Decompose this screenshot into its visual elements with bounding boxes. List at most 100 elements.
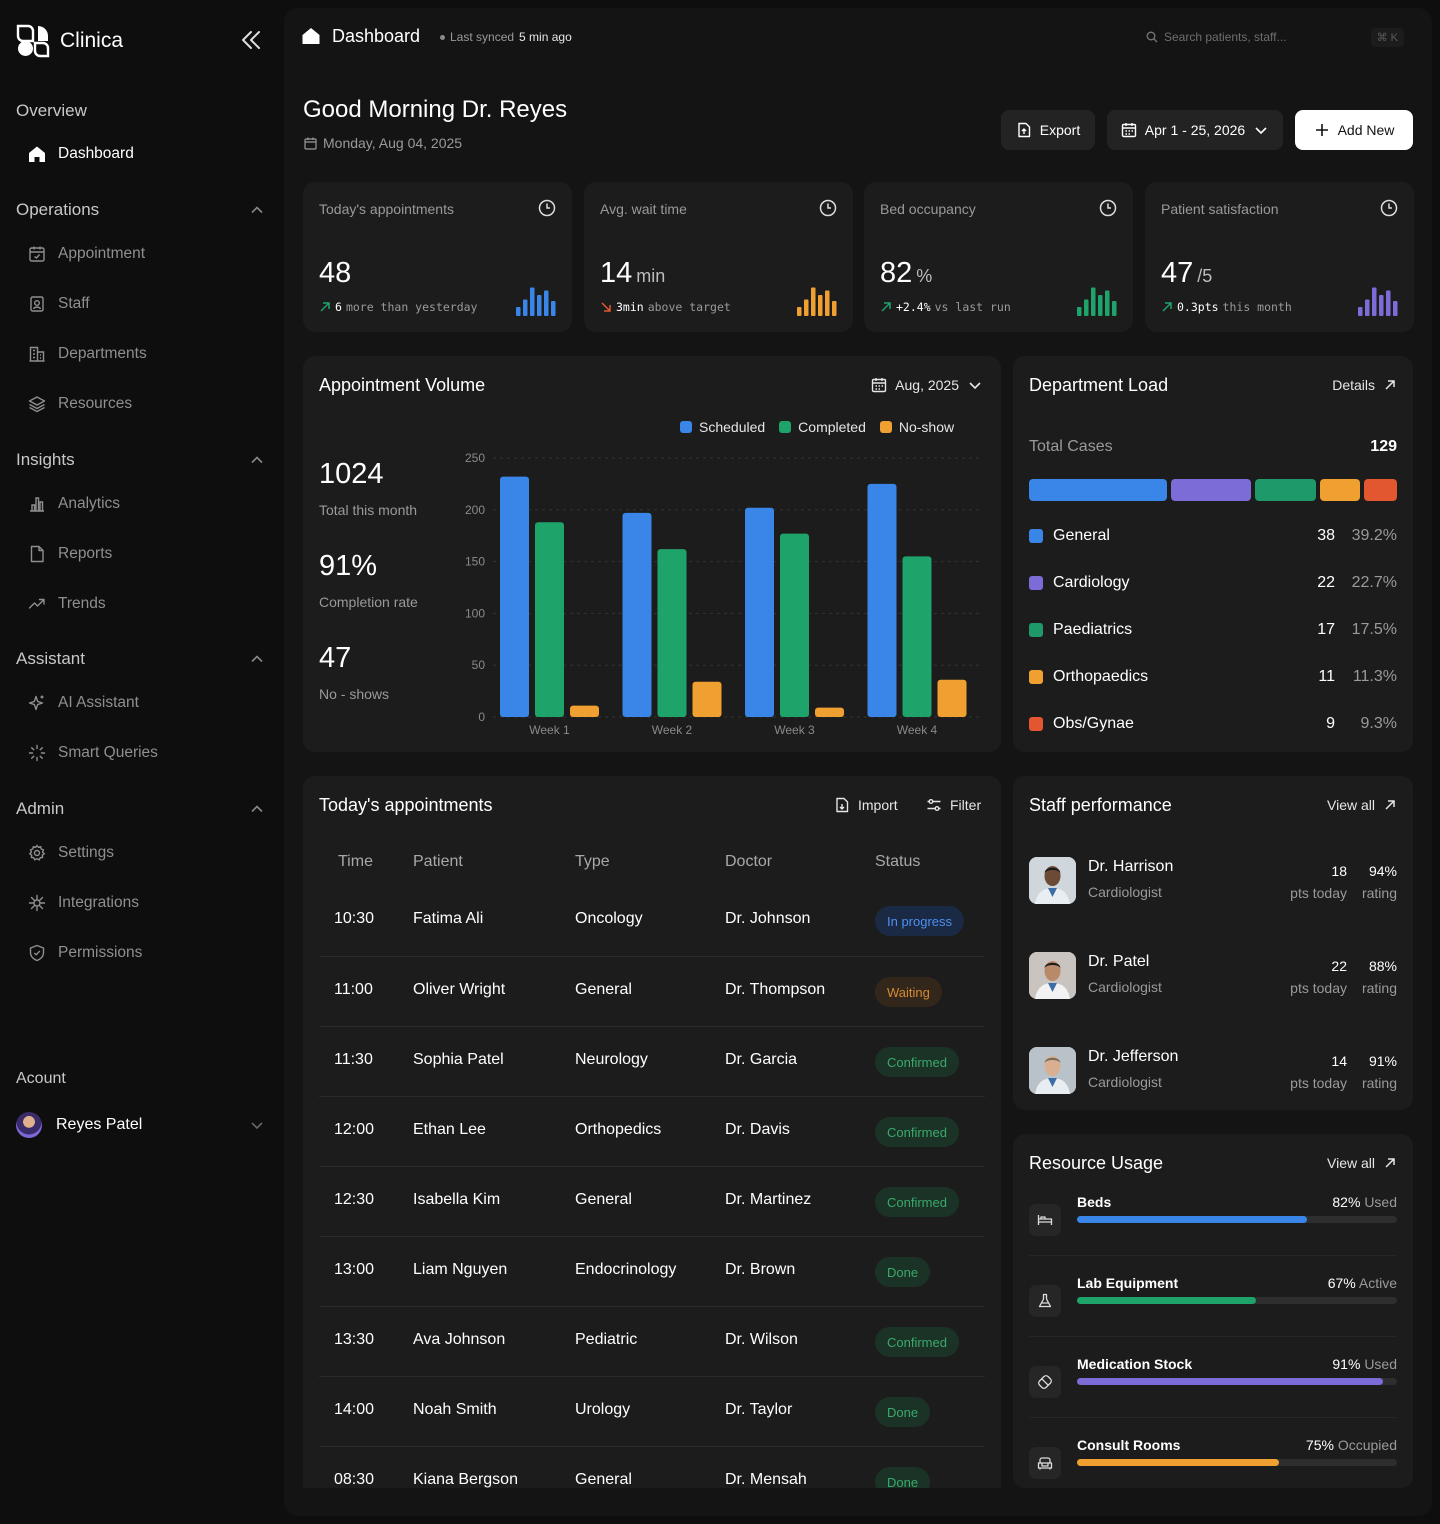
- account-menu[interactable]: Reyes Patel: [16, 1111, 264, 1139]
- search-box[interactable]: ⌘ K: [1136, 24, 1410, 50]
- cell-type: Oncology: [575, 910, 643, 927]
- bar-completed[interactable]: [902, 556, 932, 717]
- bar-completed[interactable]: [780, 533, 809, 717]
- sidebar-item-label: Appointment: [58, 245, 146, 262]
- collapse-sidebar-button[interactable]: [238, 28, 264, 52]
- bar-scheduled[interactable]: [622, 512, 652, 717]
- staff-name: Dr. Patel: [1088, 953, 1150, 970]
- bar-completed[interactable]: [657, 549, 687, 717]
- appointment-volume-card: Appointment Volume Aug, 2025 Scheduled C…: [303, 356, 1001, 752]
- filter-button[interactable]: Filter: [926, 797, 981, 813]
- bar-completed[interactable]: [535, 522, 564, 717]
- table-row[interactable]: 12:30 Isabella Kim General Dr. Martinez Conf…: [319, 1166, 985, 1236]
- resource-row[interactable]: Consult Rooms 75% Occupied: [1029, 1437, 1397, 1497]
- kpi-card-1[interactable]: Today's appointments 48 6 more than yeste…: [303, 182, 572, 332]
- table-row[interactable]: 08:30 Kiana Bergson General Dr. Mensah Done: [319, 1446, 985, 1488]
- table-row[interactable]: 11:30 Sophia Patel Neurology Dr. Garcia Conf…: [319, 1026, 985, 1096]
- resource-row[interactable]: Lab Equipment 67% Active: [1029, 1275, 1397, 1335]
- bar-scheduled[interactable]: [500, 476, 529, 717]
- bar-noshow[interactable]: [815, 707, 844, 717]
- sync-label: Last synced: [450, 30, 515, 44]
- cell-type: Orthopedics: [575, 1121, 662, 1138]
- sidebar-item-permissions[interactable]: Permissions: [28, 939, 264, 967]
- filter-label: Filter: [950, 797, 982, 813]
- column-header-type[interactable]: Type: [575, 853, 610, 870]
- cell-patient: Ethan Lee: [413, 1121, 486, 1138]
- staff-view-all-link[interactable]: View all: [1327, 797, 1397, 813]
- table-row[interactable]: 13:00 Liam Nguyen Endocrinology Dr. Brown Do…: [319, 1236, 985, 1306]
- staff-avatar: [1029, 857, 1076, 904]
- resources-view-all-link[interactable]: View all: [1327, 1155, 1397, 1171]
- kpi-card-2[interactable]: Avg. wait time 14 min 3min above target: [584, 182, 853, 332]
- nav-section-operations[interactable]: Operations: [16, 198, 264, 222]
- department-row[interactable]: Paediatrics 17 17.5%: [1029, 618, 1397, 642]
- bar-noshow[interactable]: [937, 679, 967, 717]
- cell-type: Pediatric: [575, 1331, 638, 1348]
- legend-label: Scheduled: [699, 419, 766, 435]
- sidebar-item-appointment[interactable]: Appointment: [28, 240, 264, 268]
- table-row[interactable]: 13:30 Ava Johnson Pediatric Dr. Wilson Confi…: [319, 1306, 985, 1376]
- column-header-patient[interactable]: Patient: [413, 853, 463, 870]
- kpi-card-3[interactable]: Bed occupancy 82% +2.4% vs last run: [864, 182, 1133, 332]
- resource-value: 82% Used: [1332, 1194, 1397, 1210]
- nav-section-admin[interactable]: Admin: [16, 797, 264, 821]
- kpi-delta: 3min: [616, 300, 644, 314]
- staff-role: Cardiologist: [1088, 884, 1162, 900]
- department-row[interactable]: Obs/Gynae 9 9.3%: [1029, 712, 1397, 736]
- kpi-title: Today's appointments: [319, 201, 454, 217]
- status-badge: In progress: [875, 906, 965, 936]
- sidebar-item-trends[interactable]: Trends: [28, 590, 264, 618]
- cell-time: 13:30: [334, 1331, 375, 1348]
- kpi-spark-bar: [1386, 290, 1391, 316]
- sidebar-item-resources[interactable]: Resources: [28, 390, 264, 418]
- clinica-logo-icon: [16, 24, 50, 58]
- nav-section-label: Assistant: [16, 649, 85, 668]
- month-select[interactable]: Aug, 2025: [871, 377, 983, 393]
- import-button[interactable]: Import: [834, 797, 898, 813]
- resource-name: Consult Rooms: [1077, 1437, 1181, 1453]
- department-row[interactable]: Orthopaedics 11 11.3%: [1029, 665, 1397, 689]
- table-row[interactable]: 12:00 Ethan Lee Orthopedics Dr. Davis Confir…: [319, 1096, 985, 1166]
- table-row[interactable]: 10:30 Fatima Ali Oncology Dr. Johnson In pro…: [319, 886, 985, 956]
- staff-points: 14: [1331, 1053, 1347, 1069]
- search-input[interactable]: [1164, 30, 1365, 44]
- bar-scheduled[interactable]: [867, 483, 897, 717]
- bar-noshow[interactable]: [692, 681, 722, 717]
- column-header-doctor[interactable]: Doctor: [725, 853, 773, 870]
- department-row[interactable]: Cardiology 22 22.7%: [1029, 571, 1397, 595]
- column-header-time[interactable]: Time: [338, 853, 373, 870]
- nav-section-assistant[interactable]: Assistant: [16, 647, 264, 671]
- date-range-select[interactable]: Apr 1 - 25, 2026: [1107, 110, 1283, 150]
- staff-row[interactable]: Dr. Jefferson Cardiologist 14 pts today 91% r…: [1029, 1045, 1397, 1095]
- resource-row[interactable]: Medication Stock 91% Used: [1029, 1356, 1397, 1416]
- sidebar-item-ai-assistant[interactable]: AI Assistant: [28, 689, 264, 717]
- bar-noshow[interactable]: [570, 705, 599, 717]
- building-icon: [29, 346, 45, 362]
- brand[interactable]: Clinica: [16, 24, 123, 58]
- export-file-icon: [1018, 122, 1030, 138]
- sidebar-item-integrations[interactable]: Integrations: [28, 889, 264, 917]
- sidebar-item-smart-queries[interactable]: Smart Queries: [28, 739, 264, 767]
- sidebar-item-dashboard[interactable]: Dashboard: [28, 140, 264, 168]
- staff-row[interactable]: Dr. Patel Cardiologist 22 pts today 88% ratin…: [1029, 950, 1397, 1000]
- kpi-spark-bar: [804, 299, 809, 316]
- add-new-button[interactable]: Add New: [1295, 110, 1413, 150]
- sidebar-item-analytics[interactable]: Analytics: [28, 490, 264, 518]
- table-row[interactable]: 11:00 Oliver Wright General Dr. Thompson Wai…: [319, 956, 985, 1026]
- chevron-up-icon: [251, 456, 263, 464]
- table-row[interactable]: 14:00 Noah Smith Urology Dr. Taylor Done: [319, 1376, 985, 1446]
- sidebar-item-departments[interactable]: Departments: [28, 340, 264, 368]
- resource-row[interactable]: Beds 82% Used: [1029, 1194, 1397, 1254]
- nav-section-insights[interactable]: Insights: [16, 448, 264, 472]
- sidebar-item-settings[interactable]: Settings: [28, 839, 264, 867]
- calendar-check-icon: [29, 246, 45, 262]
- department-row[interactable]: General 38 39.2%: [1029, 524, 1397, 548]
- column-header-status[interactable]: Status: [875, 853, 921, 870]
- kpi-card-4[interactable]: Patient satisfaction 47/5 0.3pts this mon…: [1145, 182, 1414, 332]
- bar-scheduled[interactable]: [745, 507, 774, 717]
- staff-row[interactable]: Dr. Harrison Cardiologist 18 pts today 94% ra…: [1029, 855, 1397, 905]
- export-button[interactable]: Export: [1001, 110, 1095, 150]
- details-link[interactable]: Details: [1332, 377, 1397, 393]
- sidebar-item-reports[interactable]: Reports: [28, 540, 264, 568]
- sidebar-item-staff[interactable]: Staff: [28, 290, 264, 318]
